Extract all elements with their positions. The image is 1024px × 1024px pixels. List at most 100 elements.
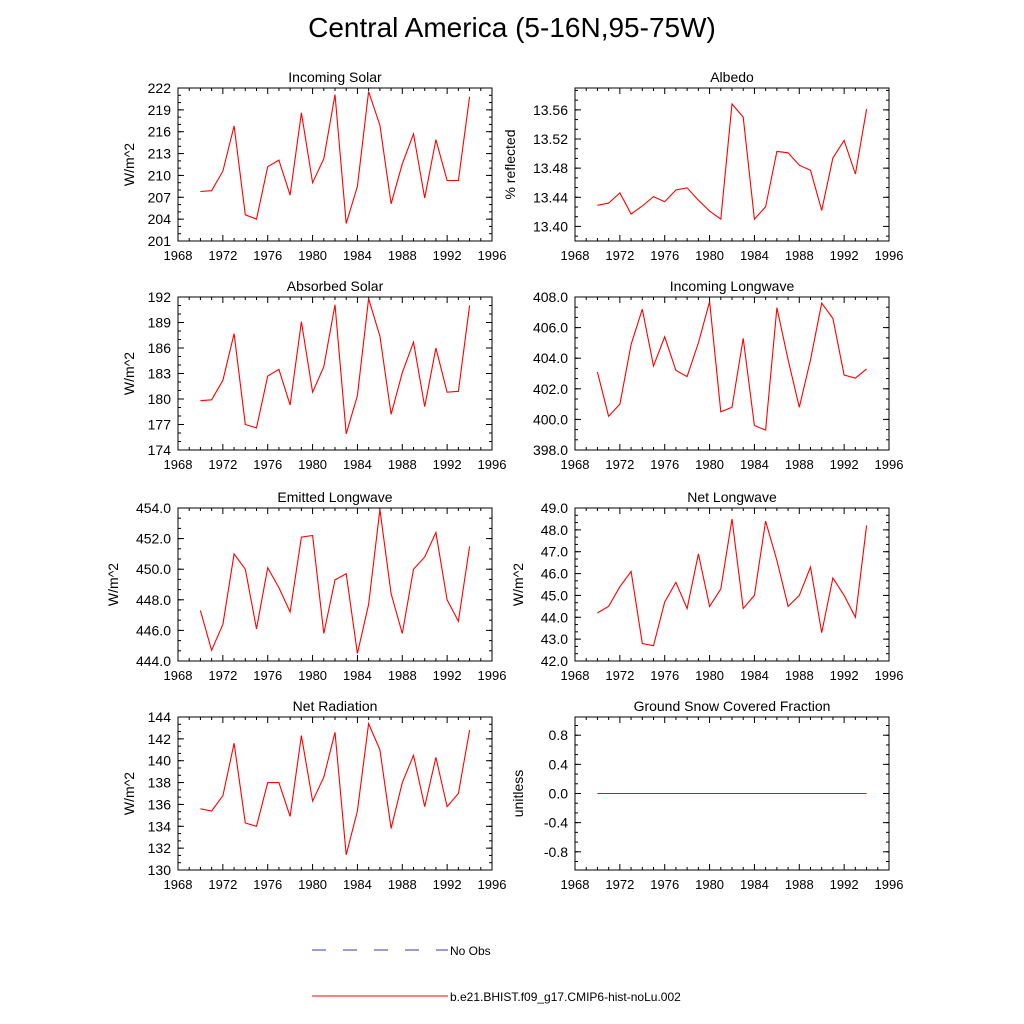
series-line [199, 509, 471, 654]
x-tick-label: 1984 [343, 457, 372, 472]
y-tick-label: 446.0 [136, 622, 171, 638]
chart-panel-5: Emitted Longwave 1968 1972 1976 1980 1984 1988… [105, 489, 506, 683]
y-tick-label: 192 [148, 289, 172, 305]
x-tick-label: 1980 [695, 877, 724, 892]
y-tick-label: 448.0 [136, 592, 171, 608]
plot-frame [574, 87, 890, 242]
y-tick-label: 404.0 [533, 350, 568, 366]
panel-title: Emitted Longwave [277, 489, 392, 505]
x-tick-label: 1984 [343, 877, 372, 892]
y-axis-label: W/m^2 [510, 563, 526, 606]
x-tick-label: 1996 [875, 877, 904, 892]
chart-panel-1: Incoming Solar 1968 1972 1976 1980 1984 1988 19… [121, 69, 506, 263]
y-tick-label: 183 [148, 366, 172, 382]
panel-title: Net Longwave [687, 489, 777, 505]
chart-panel-6: Net Longwave 1968 1972 1976 1980 1984 1988 1992… [510, 489, 903, 683]
x-tick-label: 1980 [695, 248, 724, 263]
y-tick-label: 216 [148, 124, 172, 140]
x-tick-label: 1968 [164, 457, 193, 472]
y-tick-label: 0.0 [549, 786, 569, 802]
y-tick-label: 47.0 [541, 544, 568, 560]
series-line [200, 721, 471, 855]
x-tick-label: 1972 [208, 248, 237, 263]
panel-title: Net Radiation [293, 698, 378, 714]
y-tick-label: 222 [148, 80, 172, 96]
x-tick-label: 1968 [561, 877, 590, 892]
y-axis-label: W/m^2 [121, 772, 137, 815]
chart-panel-8: Ground Snow Covered Fraction 1968 1972 1976… [510, 698, 903, 892]
legend-model-label: b.e21.BHIST.f09_g17.CMIP6-hist-noLu.002 [450, 990, 681, 1004]
x-tick-label: 1988 [388, 248, 417, 263]
y-tick-label: 132 [148, 840, 172, 856]
x-tick-label: 1968 [164, 248, 193, 263]
x-tick-label: 1992 [830, 248, 859, 263]
y-tick-label: 134 [148, 818, 172, 834]
y-tick-label: 454.0 [136, 500, 171, 516]
chart-panel-2: Albedo 1968 1972 1976 1980 1984 1988 1992 1996 13… [502, 69, 903, 263]
y-tick-label: 201 [148, 233, 172, 249]
y-tick-label: 43.0 [541, 631, 568, 647]
x-tick-label: 1992 [830, 457, 859, 472]
series-line [200, 298, 471, 434]
x-tick-label: 1984 [740, 248, 769, 263]
y-tick-label: 0.4 [549, 756, 569, 772]
y-axis-label: % reflected [502, 129, 518, 199]
x-tick-label: 1980 [298, 877, 327, 892]
y-tick-label: 189 [148, 315, 172, 331]
x-tick-label: 1980 [695, 457, 724, 472]
x-tick-label: 1996 [478, 877, 507, 892]
x-tick-label: 1972 [208, 457, 237, 472]
y-axis-label: unitless [510, 770, 526, 817]
y-tick-label: 219 [148, 102, 172, 118]
x-tick-label: 1968 [164, 668, 193, 683]
x-tick-label: 1984 [343, 668, 372, 683]
y-tick-label: 13.44 [533, 189, 568, 205]
x-tick-label: 1968 [561, 457, 590, 472]
panels-group: Incoming Solar 1968 1972 1976 1980 1984 1988 19… [105, 69, 903, 892]
x-tick-label: 1980 [695, 668, 724, 683]
x-tick-label: 1976 [650, 877, 679, 892]
y-tick-label: 186 [148, 340, 172, 356]
y-tick-label: 13.48 [533, 160, 568, 176]
x-tick-label: 1980 [298, 668, 327, 683]
x-tick-label: 1968 [164, 877, 193, 892]
x-tick-label: 1988 [785, 457, 814, 472]
x-tick-label: 1968 [561, 668, 590, 683]
x-tick-label: 1996 [478, 668, 507, 683]
x-tick-label: 1996 [875, 248, 904, 263]
y-axis-label: W/m^2 [121, 143, 137, 186]
plot-frame [177, 296, 493, 451]
chart-panel-7: Net Radiation 1968 1972 1976 1980 1984 1988 199… [121, 698, 506, 892]
y-tick-label: 13.40 [533, 218, 568, 234]
chart-panel-4: Incoming Longwave 1968 1972 1976 1980 1984 198… [533, 278, 904, 472]
y-tick-label: 140 [148, 753, 172, 769]
x-tick-label: 1992 [433, 877, 462, 892]
x-tick-label: 1972 [605, 457, 634, 472]
y-tick-label: 46.0 [541, 566, 568, 582]
y-tick-label: 136 [148, 796, 172, 812]
x-tick-label: 1988 [785, 877, 814, 892]
y-tick-label: 402.0 [533, 381, 568, 397]
x-tick-label: 1976 [253, 248, 282, 263]
y-tick-label: 13.56 [533, 102, 568, 118]
x-tick-label: 1988 [388, 457, 417, 472]
x-tick-label: 1992 [433, 457, 462, 472]
plot-frame [177, 716, 493, 871]
legend-obs-label: No Obs [450, 944, 491, 958]
y-tick-label: -0.4 [544, 815, 568, 831]
x-tick-label: 1984 [740, 668, 769, 683]
y-tick-label: 452.0 [136, 531, 171, 547]
x-tick-label: 1996 [875, 668, 904, 683]
series-line [597, 518, 868, 647]
y-tick-label: 42.0 [541, 653, 568, 669]
x-tick-label: 1972 [208, 668, 237, 683]
y-tick-label: 177 [148, 417, 172, 433]
y-tick-label: 207 [148, 189, 172, 205]
y-tick-label: 0.8 [549, 727, 569, 743]
x-tick-label: 1972 [605, 668, 634, 683]
x-tick-label: 1988 [785, 668, 814, 683]
x-tick-label: 1976 [253, 668, 282, 683]
y-tick-label: 130 [148, 862, 172, 878]
figure-title: Central America (5-16N,95-75W) [308, 12, 716, 43]
